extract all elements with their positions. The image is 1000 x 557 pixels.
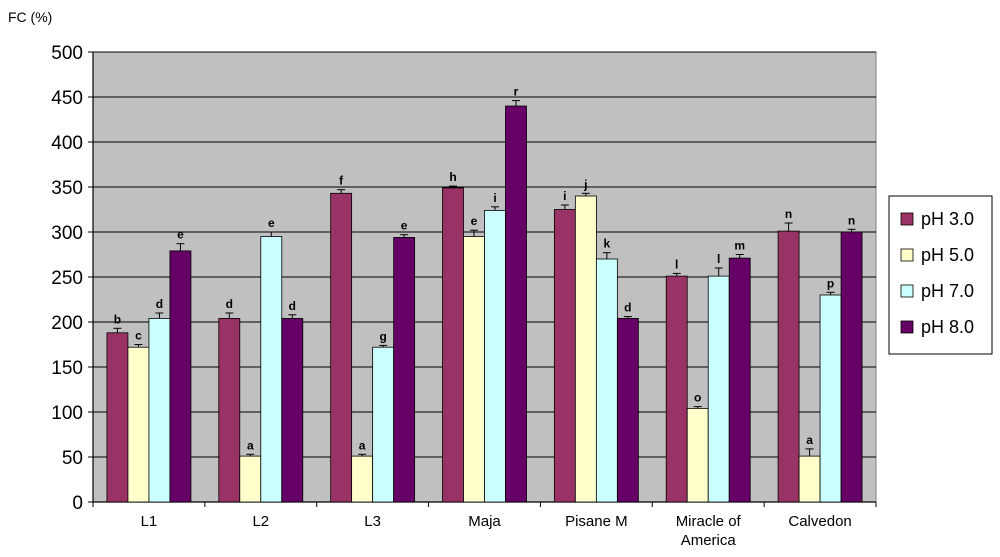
significance-label: a [247,438,254,452]
significance-label: g [379,329,386,343]
bar [595,258,618,503]
y-tick-label: 200 [51,313,83,334]
x-tick-label: L2 [252,513,269,530]
y-tick-label: 150 [51,358,83,379]
significance-label: d [156,297,163,311]
significance-label: c [135,329,142,343]
bar [442,187,464,503]
y-tick-label: 400 [51,133,83,154]
bar [798,455,821,503]
bar [330,192,353,503]
y-axis-label: FC (%) [8,9,52,25]
y-tick-label: 100 [51,403,83,424]
x-tick-label: Maja [468,513,501,530]
legend-swatch [900,320,914,334]
bar [351,455,374,503]
significance-label: k [604,237,611,251]
significance-label: d [289,299,296,313]
significance-label: d [624,301,631,315]
significance-label: e [471,214,478,228]
y-tick-label: 450 [51,88,83,109]
bar [463,236,485,503]
significance-label: j [583,177,587,191]
significance-label: a [359,438,366,452]
bar [148,317,171,503]
significance-label: n [848,213,855,227]
bar [393,236,416,503]
y-tick-label: 300 [51,223,83,244]
significance-label: r [514,85,519,99]
bar [777,230,800,503]
bar [169,250,192,503]
legend-swatch [900,248,914,262]
legend-label: pH 7.0 [921,281,974,301]
bar [372,346,395,503]
y-tick-label: 350 [51,178,83,199]
legend-swatch [900,212,914,226]
significance-label: e [401,219,408,233]
significance-label: d [226,297,233,311]
legend-label: pH 5.0 [921,245,974,265]
bar [239,455,262,503]
significance-label: h [449,170,456,184]
x-tick-label: Miracle of America [676,513,742,549]
significance-label: p [827,276,834,290]
bar [218,317,241,503]
bar [106,332,129,503]
bar [553,209,576,503]
legend-swatch [900,284,914,298]
bar [819,294,842,503]
bar [260,236,283,503]
y-tick-label: 50 [62,448,83,469]
legend: pH 3.0 pH 5.0 pH 7.0 pH 8.0 [888,195,993,355]
significance-label: e [177,228,184,242]
significance-label: f [339,174,344,188]
bar [505,105,527,503]
significance-label: a [806,433,813,447]
bar [665,275,688,503]
bar [127,346,150,503]
x-tick-label: Calvedon [788,513,851,530]
bar [707,275,730,503]
plot-area: 0 50 100 150 200 250 300 350 400 450 500 bc d e L1 d a e d… [51,43,877,549]
y-tick-label: 250 [51,268,83,289]
x-tick-label: L3 [364,513,381,530]
significance-label: o [694,391,701,405]
bar [686,407,709,503]
legend-label: pH 3.0 [921,209,974,229]
significance-label: m [734,239,745,253]
bar [840,231,863,503]
bar [484,209,506,503]
x-tick-label: L1 [141,513,158,530]
bar [574,195,597,503]
y-tick-label: 500 [51,43,83,64]
significance-label: e [268,216,275,230]
legend-label: pH 8.0 [921,317,974,337]
y-tick-label: 0 [72,493,83,514]
significance-label: n [785,207,792,221]
significance-label: l [675,257,678,271]
significance-label: b [114,312,121,326]
significance-label: i [563,189,566,203]
bar [728,257,751,503]
bar [281,317,304,503]
bar [616,317,639,503]
x-tick-label: Pisane M [565,513,628,530]
significance-label: l [717,252,720,266]
significance-label: i [493,191,496,205]
